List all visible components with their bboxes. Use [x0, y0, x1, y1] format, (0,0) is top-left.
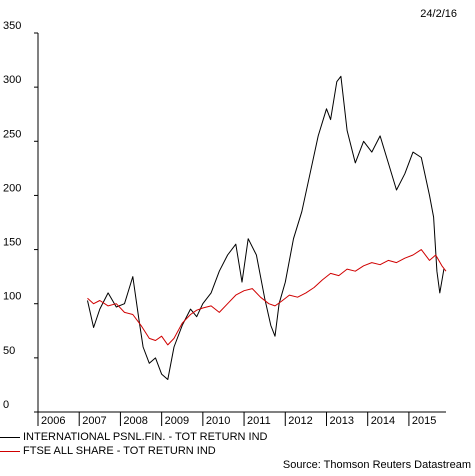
date-stamp: 24/2/16 — [420, 8, 457, 20]
y-tick-label: 0 — [3, 399, 9, 411]
y-tick-label: 200 — [3, 182, 21, 194]
series-line-international-psnl-fin — [87, 75, 445, 380]
y-tick-label: 100 — [3, 291, 21, 303]
series-line-ftse-all-share — [87, 249, 447, 346]
x-axis: 2006 2007 2008 2009 2010 2011 2012 2013 2014 2015 — [37, 411, 446, 427]
x-tick-label: 2010 — [206, 415, 230, 427]
y-tick-label: 150 — [3, 237, 21, 249]
legend-item-ftse-all-share: FTSE ALL SHARE - TOT RETURN IND — [0, 445, 216, 457]
x-tick-label: 2006 — [41, 415, 65, 427]
x-tick-label: 2014 — [371, 415, 395, 427]
x-tick-label: 2007 — [82, 415, 106, 427]
x-tick-label: 2008 — [123, 415, 147, 427]
x-tick-label: 2015 — [412, 415, 436, 427]
y-tick-label: 300 — [3, 74, 21, 86]
legend-swatch-red — [0, 450, 20, 452]
y-tick-label: 250 — [3, 128, 21, 140]
x-tick-label: 2009 — [165, 415, 189, 427]
legend-label: INTERNATIONAL PSNL.FIN. - TOT RETURN IND — [23, 431, 268, 443]
source-note: Source: Thomson Reuters Datastream — [282, 459, 471, 471]
x-tick-label: 2011 — [247, 415, 271, 427]
series-lines — [87, 75, 447, 380]
y-tick-label: 350 — [3, 20, 21, 32]
y-tick-label: 50 — [3, 345, 15, 357]
x-tick-label: 2012 — [288, 415, 312, 427]
legend-item-international-psnl-fin: INTERNATIONAL PSNL.FIN. - TOT RETURN IND — [0, 431, 267, 443]
legend-label: FTSE ALL SHARE - TOT RETURN IND — [23, 445, 216, 457]
legend-swatch-black — [0, 436, 20, 438]
y-axis: 0 50 100 150 200 250 300 350 — [3, 20, 39, 413]
x-tick-label: 2013 — [329, 415, 353, 427]
